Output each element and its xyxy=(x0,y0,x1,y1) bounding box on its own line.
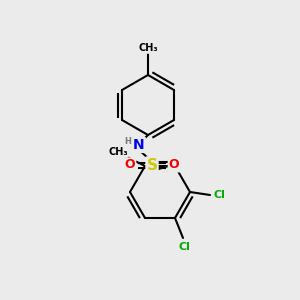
Text: Cl: Cl xyxy=(178,242,190,252)
Text: O: O xyxy=(125,158,135,172)
Text: CH₃: CH₃ xyxy=(138,43,158,53)
Text: N: N xyxy=(133,138,145,152)
Text: CH₃: CH₃ xyxy=(108,147,128,157)
Text: O: O xyxy=(169,158,179,172)
Text: S: S xyxy=(146,158,158,172)
Text: H: H xyxy=(124,137,131,146)
Text: Cl: Cl xyxy=(213,190,225,200)
